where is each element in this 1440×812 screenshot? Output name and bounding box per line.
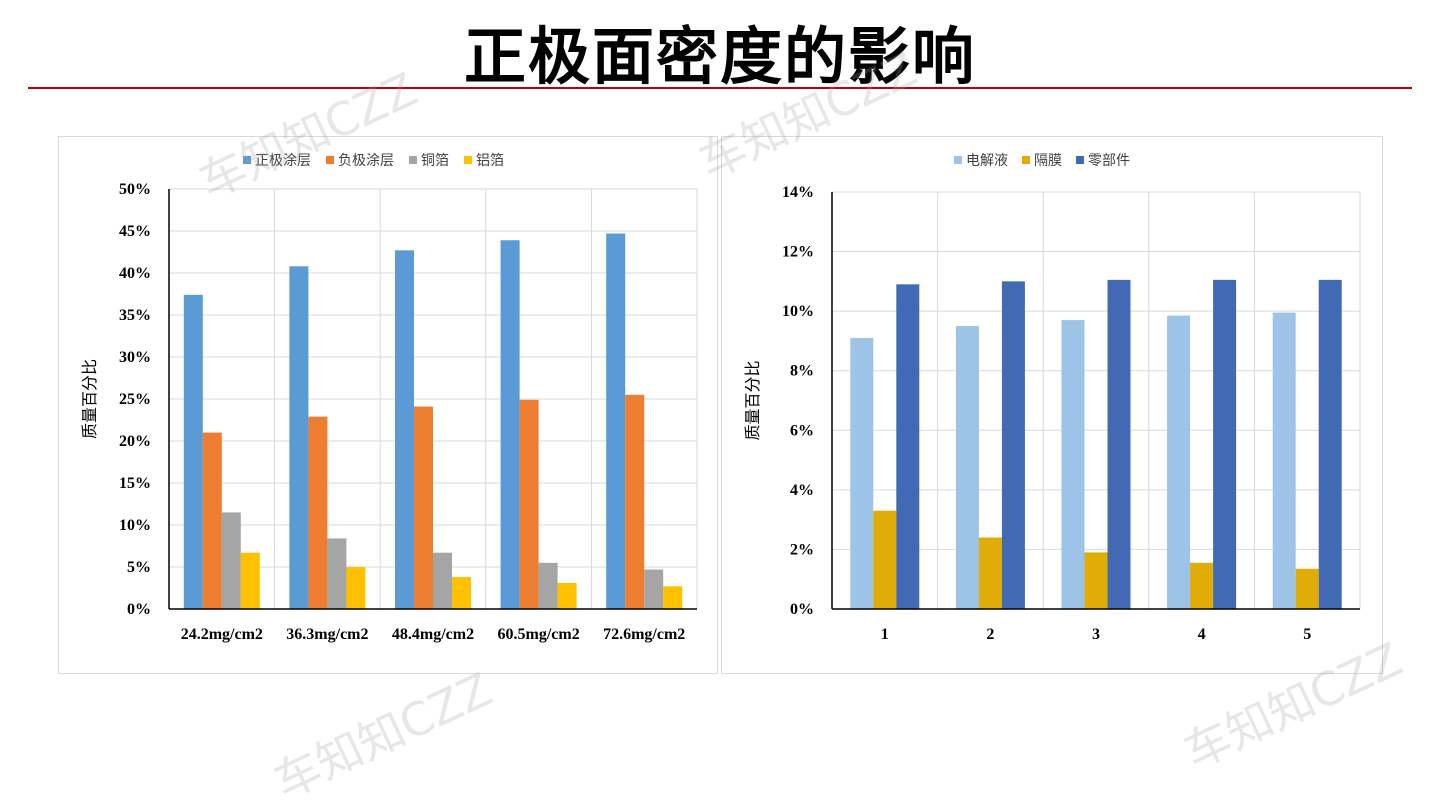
- bar-零部件-5: [1318, 279, 1342, 609]
- bar-隔膜-2: [978, 537, 1002, 609]
- bar-铜箔-48.4mg/cm2: [433, 552, 452, 609]
- x-tick-label: 48.4mg/cm2: [392, 626, 474, 643]
- bar-电解液-2: [955, 326, 979, 609]
- bar-负极涂层-48.4mg/cm2: [414, 406, 433, 609]
- legend-label: 铜箔: [421, 153, 449, 169]
- legend-swatch: [1076, 156, 1084, 164]
- x-tick-label: 5: [1303, 626, 1311, 643]
- bar-铝箔-60.5mg/cm2: [557, 582, 577, 609]
- bar-铜箔-72.6mg/cm2: [644, 569, 664, 609]
- title-divider: [28, 87, 1412, 89]
- bar-铜箔-36.3mg/cm2: [327, 538, 347, 609]
- x-tick-label: 4: [1198, 626, 1206, 643]
- legend-label: 零部件: [1088, 153, 1130, 169]
- bar-正极涂层-60.5mg/cm2: [500, 240, 520, 609]
- y-tick-label: 4%: [790, 482, 814, 499]
- bar-正极涂层-72.6mg/cm2: [606, 233, 626, 609]
- legend-swatch: [326, 156, 334, 164]
- bar-正极涂层-48.4mg/cm2: [395, 250, 414, 609]
- legend-label: 隔膜: [1034, 153, 1062, 169]
- bar-电解液-3: [1061, 320, 1085, 609]
- bar-负极涂层-36.3mg/cm2: [308, 416, 328, 609]
- bar-铝箔-72.6mg/cm2: [663, 586, 683, 609]
- legend-label: 负极涂层: [338, 153, 394, 169]
- y-tick-label: 6%: [790, 422, 814, 439]
- bar-正极涂层-36.3mg/cm2: [289, 266, 309, 609]
- chart-left: 0% 5% 10% 15% 20% 25% 30% 35% 40% 45% 50% 24.2mg/cm…: [80, 153, 698, 643]
- y-tick-label: 25%: [119, 391, 151, 408]
- y-tick-label: 45%: [119, 223, 151, 240]
- x-tick-label: 36.3mg/cm2: [286, 626, 368, 643]
- bar-铝箔-24.2mg/cm2: [240, 552, 260, 609]
- bar-零部件-3: [1107, 279, 1131, 609]
- bar-隔膜-3: [1084, 552, 1108, 609]
- x-tick-label: 24.2mg/cm2: [181, 626, 263, 643]
- chart-panel-left: 0% 5% 10% 15% 20% 25% 30% 35% 40% 45% 50% 24.2mg/cm…: [58, 136, 718, 674]
- y-tick-label: 50%: [119, 181, 151, 198]
- x-tick-label: 3: [1092, 626, 1100, 643]
- bar-零部件-4: [1213, 279, 1237, 609]
- bar-铜箔-24.2mg/cm2: [221, 512, 241, 609]
- legend-swatch: [1022, 156, 1030, 164]
- y-axis-title: 质量百分比: [80, 359, 99, 439]
- y-tick-label: 20%: [119, 433, 151, 450]
- bar-隔膜-1: [873, 510, 897, 609]
- y-tick-label: 14%: [782, 184, 814, 201]
- y-tick-label: 2%: [790, 541, 814, 558]
- y-tick-label: 12%: [782, 244, 814, 261]
- y-axis-title: 质量百分比: [743, 360, 762, 440]
- x-tick-label: 60.5mg/cm2: [497, 626, 579, 643]
- y-tick-label: 35%: [119, 307, 151, 324]
- y-tick-label: 8%: [790, 363, 814, 380]
- bar-铜箔-60.5mg/cm2: [538, 562, 558, 609]
- slide-title: 正极面密度的影响: [463, 20, 976, 93]
- bar-负极涂层-72.6mg/cm2: [625, 394, 645, 609]
- bar-电解液-5: [1272, 312, 1296, 609]
- y-tick-label: 10%: [119, 517, 151, 534]
- chart-right: 0% 2% 4% 6% 8% 10% 12% 14% 1 2 3 4 5 质量百分比 电解液 隔膜 零部件: [743, 153, 1361, 643]
- y-tick-label: 0%: [790, 601, 814, 618]
- y-tick-label: 5%: [127, 559, 151, 576]
- legend-label: 电解液: [966, 153, 1008, 169]
- y-tick-label: 0%: [127, 601, 151, 618]
- y-tick-label: 15%: [119, 475, 151, 492]
- y-tick-label: 40%: [119, 265, 151, 282]
- bar-隔膜-5: [1295, 568, 1319, 609]
- bar-正极涂层-24.2mg/cm2: [183, 294, 203, 609]
- x-tick-label: 72.6mg/cm2: [603, 626, 685, 643]
- legend-swatch: [954, 156, 962, 164]
- bar-电解液-1: [850, 337, 874, 609]
- legend-swatch: [243, 156, 251, 164]
- x-tick-label: 2: [986, 626, 994, 643]
- bar-负极涂层-24.2mg/cm2: [202, 432, 222, 609]
- bar-零部件-2: [1001, 281, 1025, 609]
- y-tick-label: 10%: [782, 303, 814, 320]
- bar-隔膜-4: [1190, 562, 1214, 609]
- chart-panel-right: 0% 2% 4% 6% 8% 10% 12% 14% 1 2 3 4 5 质量百分比 电解液 隔膜 零部件: [721, 136, 1383, 674]
- bar-零部件-1: [896, 284, 920, 609]
- bar-电解液-4: [1167, 315, 1191, 609]
- watermark: 车知知CZZ: [265, 661, 500, 810]
- bar-铝箔-48.4mg/cm2: [452, 577, 471, 609]
- bar-铝箔-36.3mg/cm2: [346, 567, 366, 609]
- legend-swatch: [464, 156, 472, 164]
- bar-负极涂层-60.5mg/cm2: [519, 399, 539, 609]
- y-tick-label: 30%: [119, 349, 151, 366]
- legend-swatch: [409, 156, 417, 164]
- legend-label: 正极涂层: [255, 153, 311, 169]
- legend-label: 铝箔: [476, 153, 504, 169]
- x-tick-label: 1: [881, 626, 889, 643]
